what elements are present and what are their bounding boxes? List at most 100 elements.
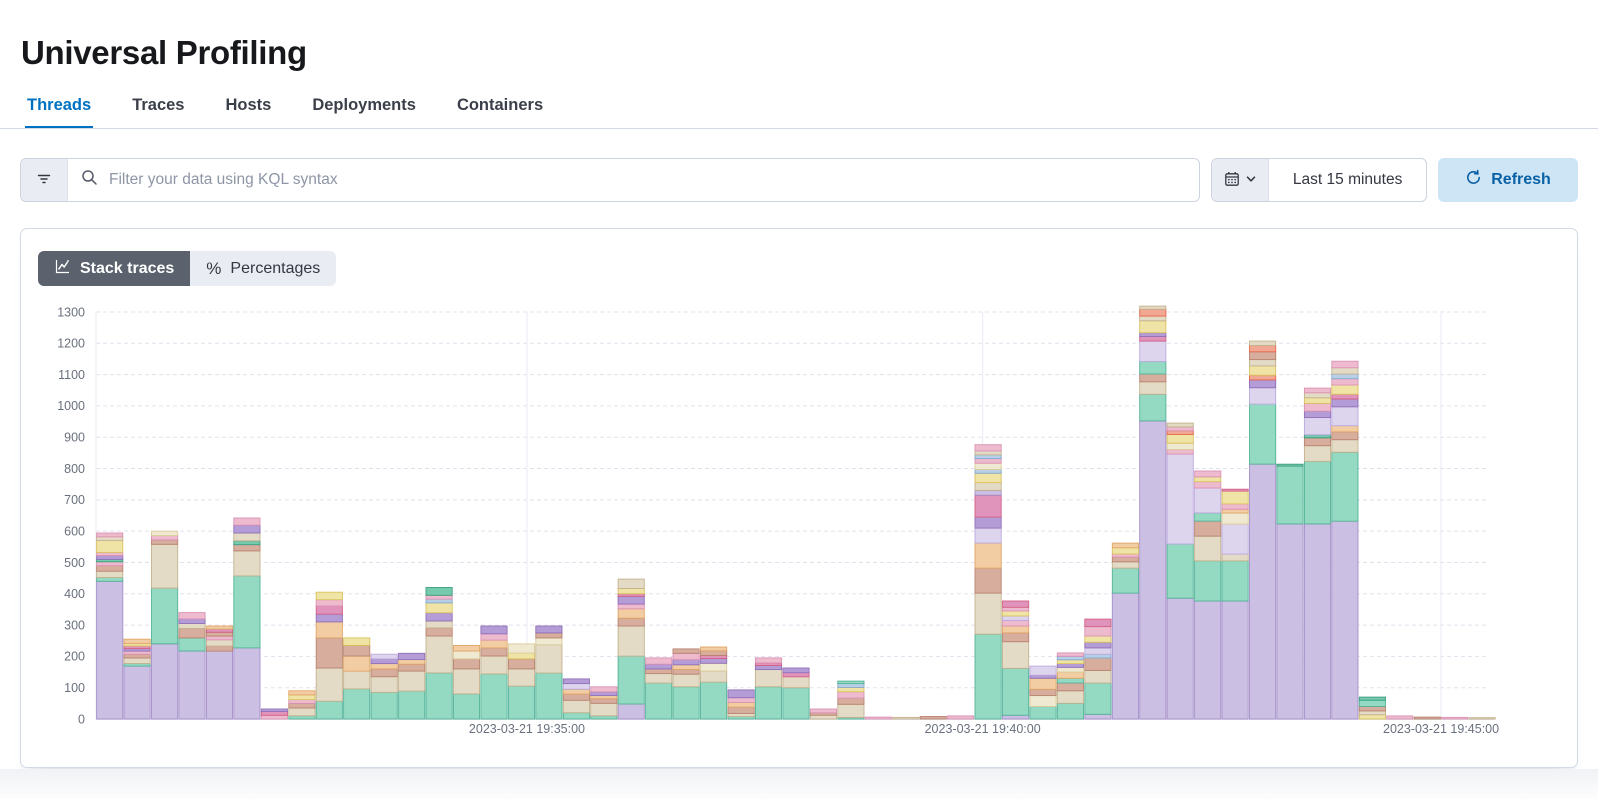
chart-bar-segment-rose[interactable] [425, 627, 453, 637]
chart-bar-segment-pink[interactable] [947, 715, 975, 720]
chart-bar-segment-orange[interactable] [370, 663, 398, 670]
chart-bar-segment-pink[interactable] [96, 532, 124, 538]
chart-bar-segment-violet[interactable] [315, 613, 343, 623]
chart-bar-segment-yellow[interactable] [1002, 610, 1030, 617]
chart-bar-segment-yellow[interactable] [837, 686, 865, 693]
chart-bar-segment-teal[interactable] [1358, 699, 1386, 707]
chart-bar-segment-tan[interactable] [1358, 710, 1386, 716]
chart-bar[interactable] [1331, 360, 1359, 720]
chart-bar-segment-tan[interactable] [1331, 439, 1359, 453]
chart-bar-segment-tan[interactable] [892, 716, 920, 720]
chart-bar-segment-pink[interactable] [590, 686, 618, 693]
chart-bar-segment-yellow[interactable] [343, 637, 371, 646]
chart-bar[interactable] [672, 648, 700, 720]
chart-bar-segment-pink[interactable] [480, 633, 508, 641]
chart-bar-segment-teal[interactable] [1276, 465, 1304, 525]
chart-bar-segment-yellow[interactable] [288, 694, 316, 701]
chart-bar-segment-rose[interactable] [205, 645, 234, 652]
chart-bar-segment-purple[interactable] [96, 580, 124, 720]
chart-bar-segment-yellow[interactable] [1221, 490, 1249, 505]
chart-bar-segment-tan[interactable] [535, 644, 563, 674]
chart-bar-segment-orange[interactable] [480, 639, 508, 649]
chart-bar[interactable] [343, 637, 371, 720]
chart-bar-segment-teal[interactable] [1303, 460, 1332, 525]
chart-bar-segment-teal[interactable] [343, 688, 371, 720]
chart-bar-segment-pink[interactable] [233, 517, 261, 526]
chart-bar-segment-purple[interactable] [1221, 600, 1249, 720]
chart-bar-segment-red[interactable] [1166, 430, 1194, 435]
chart-bar-segment-tan[interactable] [96, 536, 124, 542]
chart-bar-segment-pink[interactable] [837, 691, 865, 699]
chart-bar-segment-purple[interactable] [1331, 520, 1359, 720]
chart-bar-segment-rose[interactable] [1331, 431, 1359, 441]
chart-bar-segment-tan[interactable] [1303, 445, 1332, 462]
chart-bar-segment-rose[interactable] [343, 644, 371, 657]
chart-bar-segment-green[interactable] [1303, 434, 1332, 439]
chart-bar[interactable] [864, 716, 892, 720]
chart-bar-segment-rose[interactable] [398, 663, 426, 672]
chart-bar-segment-pink[interactable] [1386, 715, 1414, 720]
chart-bar-segment-orange[interactable] [398, 659, 426, 665]
chart-bar-segment-teal[interactable] [1249, 403, 1277, 465]
chart-bar[interactable] [233, 517, 261, 720]
chart-bar-segment-pink[interactable] [974, 444, 1002, 452]
chart-bar-segment-blue[interactable] [974, 454, 1002, 460]
chart-bar-segment-violet[interactable] [178, 618, 206, 624]
chart-bar-segment-cream[interactable] [452, 650, 481, 660]
chart-bar-segment-teal[interactable] [562, 712, 590, 720]
chart-bar-segment-teal[interactable] [754, 686, 783, 720]
chart-bar-segment-magenta[interactable] [1002, 600, 1030, 608]
chart-bar-segment-violet[interactable] [590, 691, 618, 697]
chart-bar-segment-magenta[interactable] [1221, 488, 1249, 492]
chart-bar-segment-tan[interactable] [96, 570, 124, 578]
chart-bar-segment-pink[interactable] [1303, 387, 1332, 394]
chart-bar-segment-pink[interactable] [1166, 448, 1194, 455]
chart-bar-segment-purple[interactable] [1194, 600, 1222, 720]
chart-bar-segment-rose[interactable] [1358, 706, 1386, 712]
tab-containers[interactable]: Containers [456, 96, 544, 114]
chart-bar-segment-tan[interactable] [205, 639, 234, 647]
chart-bar-segment-violet[interactable] [1139, 332, 1167, 337]
chart-bar-segment-tan[interactable] [178, 623, 206, 629]
toggle-stack-traces[interactable]: Stack traces [38, 251, 191, 286]
chart-bar-segment-violet[interactable] [974, 516, 1002, 529]
chart-bar-segment-tan[interactable] [974, 450, 1002, 456]
tab-traces[interactable]: Traces [132, 96, 185, 114]
chart-bar-segment-teal[interactable] [535, 672, 563, 720]
chart-bar-segment-violet[interactable] [672, 659, 700, 666]
tab-deployments[interactable]: Deployments [312, 96, 416, 114]
chart-bar-segment-tan[interactable] [425, 620, 453, 629]
chart-bar-segment-rose[interactable] [1194, 520, 1222, 537]
chart-bar-segment-violet[interactable] [1303, 410, 1332, 418]
chart-bar-segment-tan[interactable] [590, 702, 618, 717]
chart-bar-segment-teal[interactable] [1221, 560, 1249, 602]
chart-bar-segment-green[interactable] [1358, 696, 1386, 701]
chart-bar-segment-rose[interactable] [96, 565, 124, 572]
tab-hosts[interactable]: Hosts [225, 96, 272, 114]
time-range-value[interactable]: Last 15 minutes [1269, 159, 1426, 201]
chart-bar-segment-purple[interactable] [1084, 713, 1112, 720]
chart-bar[interactable] [837, 680, 865, 720]
chart-bar-segment-pink[interactable] [1056, 652, 1084, 657]
chart-bar-segment-pink[interactable] [727, 697, 755, 703]
chart-bar-segment-pink[interactable] [1166, 426, 1194, 432]
chart-bar-segment-pink[interactable] [96, 551, 124, 556]
chart-bar-segment-pink[interactable] [123, 650, 151, 655]
chart-bar-segment-tan[interactable] [480, 655, 508, 675]
toggle-percentages[interactable]: % Percentages [190, 251, 337, 286]
chart-bar-segment-tan[interactable] [672, 673, 700, 688]
chart-bar-segment-tan[interactable] [233, 532, 261, 542]
chart-bar-segment-cream[interactable] [700, 662, 728, 672]
chart-bar-segment-teal[interactable] [1111, 567, 1139, 594]
chart-bar-segment-purple[interactable] [123, 665, 151, 720]
chart-bar-segment-rose[interactable] [617, 617, 645, 627]
chart-bar-segment-violet[interactable] [1331, 398, 1359, 408]
chart-bar[interactable] [782, 667, 810, 720]
chart-bar-segment-violet[interactable] [754, 665, 783, 671]
chart-bar[interactable] [507, 643, 536, 720]
chart-bar-segment-orange[interactable] [288, 690, 316, 696]
chart-bar-segment-violet[interactable] [370, 658, 398, 665]
chart-bar[interactable] [480, 625, 508, 720]
chart-bar-segment-rose[interactable] [727, 706, 755, 714]
chart-bar-segment-purple[interactable] [1276, 523, 1304, 720]
